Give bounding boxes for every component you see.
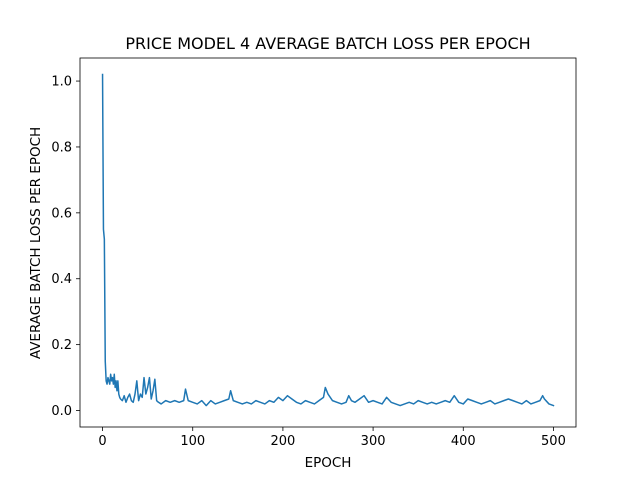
x-tick-label: 500 <box>541 434 566 449</box>
x-tick-label: 400 <box>451 434 476 449</box>
plot-area <box>101 73 555 407</box>
y-tick-label: 0.6 <box>51 206 72 221</box>
axes: 0 100 200 300 400 500 0.0 0.2 0.4 0.6 0.8 1.0 <box>51 57 577 449</box>
y-tick-label: 0.0 <box>51 404 72 419</box>
series-line-0 <box>101 73 555 407</box>
plot-frame <box>79 57 577 428</box>
x-tick-label: 300 <box>361 434 386 449</box>
y-tick-label: 0.8 <box>51 140 72 155</box>
x-tick-label: 200 <box>270 434 295 449</box>
chart-title: PRICE MODEL 4 AVERAGE BATCH LOSS PER EPO… <box>125 34 530 53</box>
y-tick-label: 0.4 <box>51 272 72 287</box>
x-tick-label: 100 <box>180 434 205 449</box>
y-axis-title: AVERAGE BATCH LOSS PER EPOCH <box>28 127 44 359</box>
y-tick-label: 0.2 <box>51 338 72 353</box>
x-tick-label: 0 <box>98 434 106 449</box>
y-tick-label: 1.0 <box>51 75 72 90</box>
x-axis-title: EPOCH <box>305 455 352 471</box>
